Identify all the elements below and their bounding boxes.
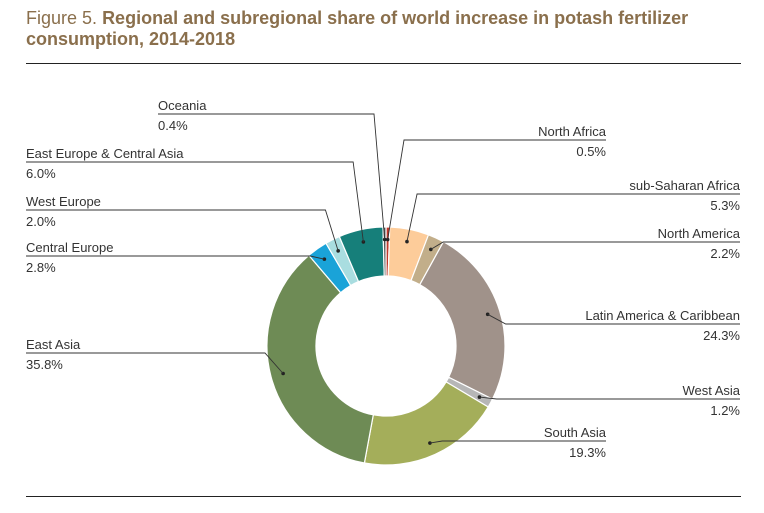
leader-line-latin-america-and-caribbean <box>487 313 740 325</box>
slice-label-oceania: Oceania <box>158 98 207 113</box>
slice-value-sub-saharan-africa: 5.3% <box>710 198 740 213</box>
donut-slices <box>266 226 506 466</box>
slice-east-asia <box>266 254 374 464</box>
top-rule <box>26 63 741 64</box>
figure-title: Figure 5. Regional and subregional share… <box>26 8 746 50</box>
slice-value-east-asia: 35.8% <box>26 357 63 372</box>
slice-label-latin-america-and-caribbean: Latin America & Caribbean <box>585 308 740 323</box>
slice-latin-america-and-caribbean <box>418 240 506 400</box>
slice-label-sub-saharan-africa: sub-Saharan Africa <box>629 178 740 193</box>
leader-line-sub-saharan-africa <box>406 193 740 242</box>
leader-line-west-europe <box>26 209 339 251</box>
leader-lines <box>26 113 740 445</box>
leader-line-central-europe <box>26 255 325 260</box>
leader-line-east-asia <box>26 352 284 374</box>
slice-value-west-asia: 1.2% <box>710 403 740 418</box>
slice-value-oceania: 0.4% <box>158 118 188 133</box>
slice-value-south-asia: 19.3% <box>569 445 606 460</box>
leader-line-south-asia <box>429 440 606 444</box>
slice-label-west-europe: West Europe <box>26 194 101 209</box>
slice-value-north-america: 2.2% <box>710 246 740 261</box>
leader-dot-east-europe-and-central-asia <box>361 240 366 244</box>
slice-label-north-america: North America <box>658 226 741 241</box>
figure-number: Figure 5. <box>26 8 98 28</box>
leader-dot-central-europe <box>322 257 327 261</box>
slice-value-latin-america-and-caribbean: 24.3% <box>703 328 740 343</box>
slice-label-west-asia: West Asia <box>682 383 740 398</box>
slice-value-west-europe: 2.0% <box>26 214 56 229</box>
slice-value-central-europe: 2.8% <box>26 260 56 275</box>
slice-value-north-africa: 0.5% <box>576 144 606 159</box>
leader-line-west-asia <box>479 396 740 400</box>
slice-value-east-europe-and-central-asia: 6.0% <box>26 166 56 181</box>
leader-dot-oceania <box>382 237 387 242</box>
bottom-rule <box>26 496 741 497</box>
slice-label-south-asia: South Asia <box>544 425 607 440</box>
leader-line-oceania <box>158 113 386 240</box>
figure-title-text: Regional and subregional share of world … <box>26 8 689 49</box>
leader-line-north-africa <box>387 139 606 240</box>
leader-line-north-america <box>430 241 740 250</box>
slice-label-east-asia: East Asia <box>26 337 81 352</box>
leader-line-east-europe-and-central-asia <box>26 161 364 242</box>
slice-label-east-europe-and-central-asia: East Europe & Central Asia <box>26 146 184 161</box>
slice-labels: North Africa 0.5% sub-Saharan Africa 5.3% No… <box>26 98 741 460</box>
slice-label-central-europe: Central Europe <box>26 240 113 255</box>
slice-label-north-africa: North Africa <box>538 124 607 139</box>
